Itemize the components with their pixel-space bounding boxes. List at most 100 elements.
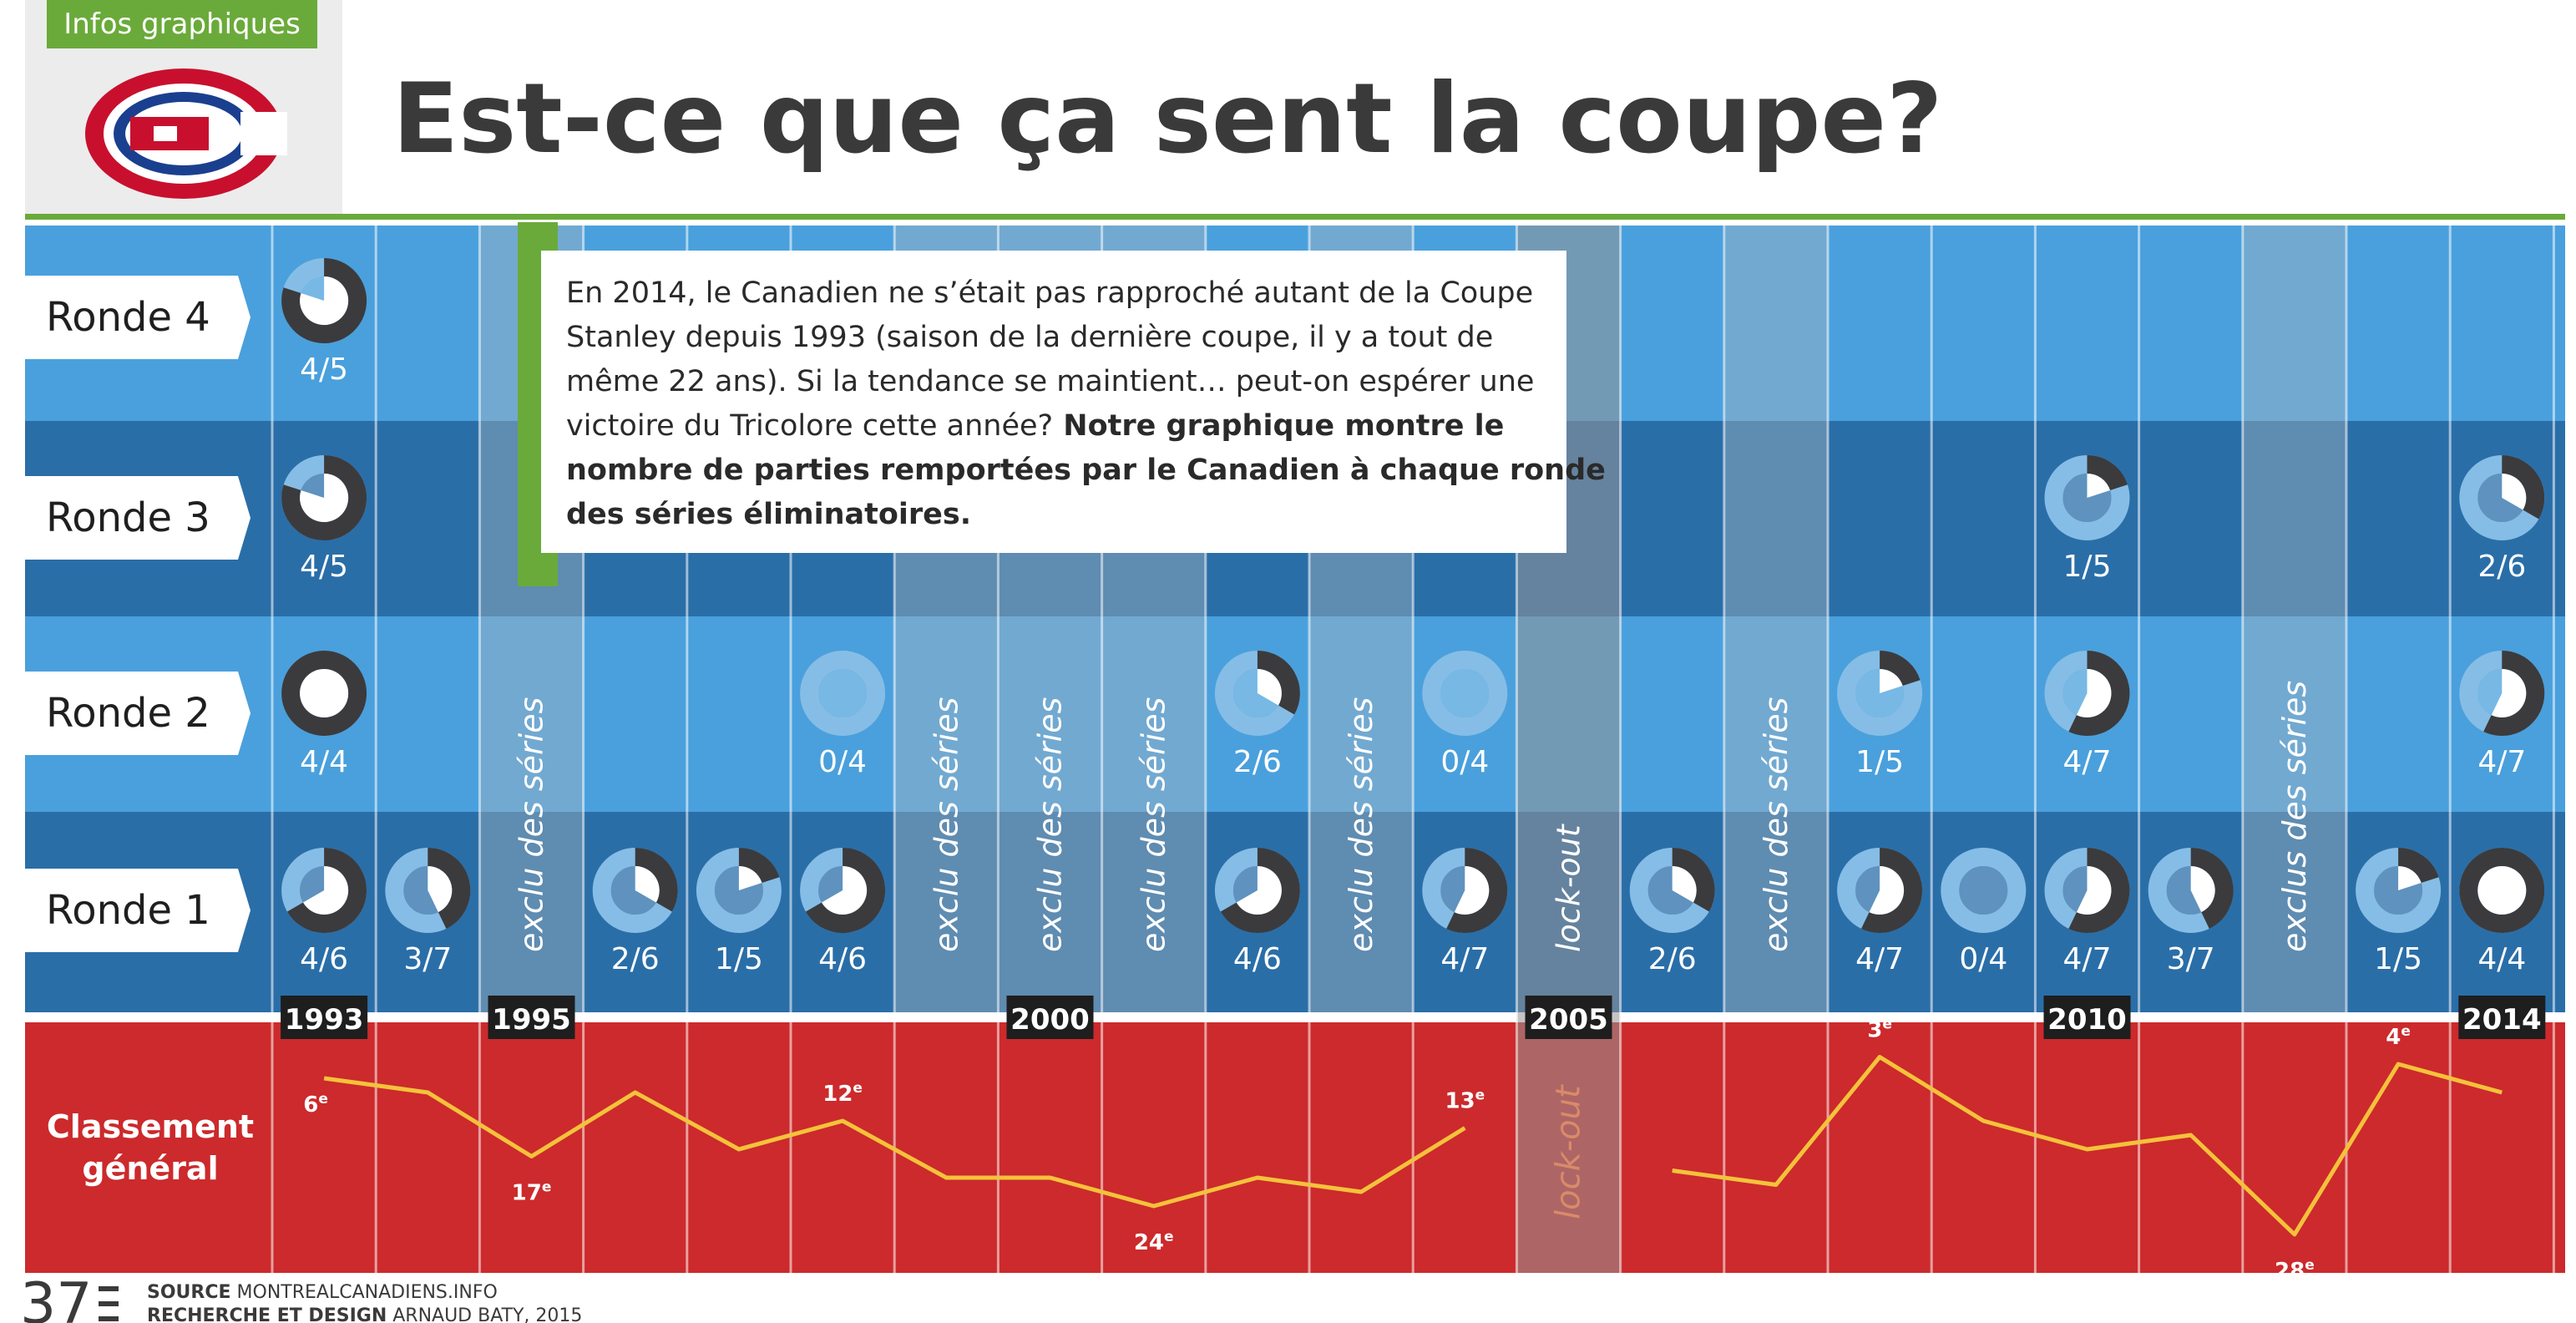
round-label-tab	[25, 276, 251, 359]
year-tag-label: 2010	[2047, 1003, 2127, 1037]
donut-center-wins	[2076, 669, 2112, 717]
donut-center-wins	[2087, 474, 2111, 498]
donut-center-full	[2477, 866, 2527, 915]
column-note: exclu des séries	[928, 697, 964, 952]
canadiens-logo	[85, 68, 287, 199]
playoff-donut: 4/6	[1214, 848, 1300, 976]
column-note: exclu des séries	[1758, 697, 1794, 952]
year-tag	[2458, 996, 2546, 1039]
year-tag-label: 2005	[1529, 1003, 1608, 1037]
round-label: Ronde 4	[46, 294, 210, 341]
donut-center-wins	[428, 866, 453, 913]
playoff-donut: 1/5	[2356, 848, 2442, 976]
donut-wins-arc	[281, 651, 367, 736]
title-rule	[25, 214, 2565, 220]
donut-center	[1440, 669, 1490, 717]
donut-center-wins	[2190, 866, 2215, 913]
year-tag	[1525, 996, 1612, 1039]
donut-track	[1422, 651, 1508, 736]
donut-wins-arc	[635, 848, 678, 912]
donut-center-wins	[1257, 669, 1282, 706]
header-tag: Infos graphiques	[63, 8, 301, 41]
playoff-donut: 4/7	[2044, 848, 2130, 976]
standing-label: 24e	[1134, 1229, 1174, 1255]
donut-center-wins	[2398, 866, 2422, 890]
excluded-column-shade	[2242, 226, 2346, 1012]
playoff-donut: 4/5	[281, 258, 367, 387]
donut-label: 2/6	[2477, 550, 2526, 584]
donut-center-wins	[2076, 866, 2112, 915]
donut-label: 4/6	[818, 942, 867, 976]
band-round-2	[25, 616, 2565, 812]
donut-center-wins	[635, 866, 660, 903]
donut-wins-arc	[2397, 848, 2439, 884]
column-note: exclu des séries	[1032, 697, 1069, 952]
playoff-donut: 4/4	[2459, 848, 2545, 976]
page-title: Est-ce que ça sent la coupe?	[392, 63, 1942, 175]
donut-center-wins	[1236, 866, 1282, 915]
playoff-donut: 2/6	[592, 848, 678, 976]
donut-center-wins	[1880, 669, 1903, 693]
playoff-donut: 4/7	[2044, 651, 2130, 779]
donut-center-wins	[1672, 866, 1697, 903]
year-tag	[1006, 996, 1094, 1039]
donut-label: 2/6	[1233, 745, 1282, 779]
playoff-donut: 4/7	[2459, 651, 2545, 779]
intro-callout: En 2014, le Canadien ne s’était pas rapp…	[518, 222, 1606, 586]
playoff-donut: 0/4	[1941, 848, 2027, 976]
donut-wins-arc	[805, 848, 886, 933]
playoff-donuts: 4/5 4/5 4/4 4/6 3/7 2/6 1/5 0/4 4/6 2/6 4/6 0/4 4/7 2…	[281, 258, 2545, 976]
excluded-column-shade	[1723, 226, 1828, 1012]
band-standings	[25, 1022, 2565, 1273]
playoff-donut: 1/5	[696, 848, 782, 976]
standings-label: Classement	[47, 1108, 254, 1145]
donut-label: 1/5	[2374, 942, 2422, 976]
round-labels: Ronde 4 Ronde 3 Ronde 2 Ronde 1	[25, 276, 251, 952]
year-tags: 1993 1995 2000 2005 2010 2014	[281, 996, 2546, 1039]
donut-label: 0/4	[1959, 942, 2007, 976]
standing-label: 17e	[512, 1179, 552, 1206]
donut-center-full	[300, 669, 349, 717]
year-tag	[2043, 996, 2131, 1039]
footer-brand: 37	[20, 1271, 93, 1323]
standings-lockout-note: lock-out	[1550, 1084, 1588, 1219]
donut-wins-arc	[2086, 455, 2128, 491]
playoff-donut: 4/7	[1422, 848, 1508, 976]
playoff-donut: 2/6	[1629, 848, 1715, 976]
donut-center	[818, 669, 868, 717]
standings-line: 6e 17e 12e 24e 13e 3e 28e 4e	[303, 1016, 2503, 1284]
playoff-donut: 4/6	[800, 848, 886, 976]
donut-wins-arc	[281, 258, 367, 343]
footer-brand-mark	[99, 1286, 119, 1321]
donut-track	[1941, 848, 2027, 933]
donut-wins-arc	[2459, 848, 2545, 933]
donut-center	[1959, 866, 2008, 915]
standing-label: 3e	[1867, 1016, 1892, 1043]
standing-label: 6e	[303, 1091, 328, 1118]
header-tag-box	[47, 0, 317, 48]
band-separator	[25, 1012, 2565, 1022]
donut-center-wins	[1454, 866, 1490, 915]
round-label-tab	[25, 476, 251, 560]
footer-source: SOURCE MONTREALCANADIENS.INFO	[147, 1282, 498, 1303]
standings-label: général	[82, 1150, 218, 1187]
round-label: Ronde 3	[46, 494, 210, 541]
donut-label: 4/4	[2477, 942, 2526, 976]
donut-label: 2/6	[611, 942, 660, 976]
playoff-donut: 4/6	[281, 848, 367, 976]
standing-label: 12e	[822, 1080, 863, 1107]
donut-label: 4/7	[1855, 942, 1904, 976]
playoff-donut: 0/4	[800, 651, 886, 779]
donut-label: 0/4	[818, 745, 867, 779]
year-tag-label: 2014	[2462, 1003, 2542, 1037]
playoff-donut: 2/6	[2459, 455, 2545, 584]
donut-wins-arc	[1672, 848, 1715, 912]
donut-center-wins	[738, 866, 762, 890]
donut-label: 4/7	[1440, 942, 1489, 976]
round-label: Ronde 1	[46, 887, 210, 934]
donut-label: 4/5	[300, 550, 348, 584]
playoff-donut: 1/5	[2044, 455, 2130, 584]
standing-label: 28e	[2275, 1257, 2315, 1284]
donut-center-wins	[2502, 474, 2527, 510]
